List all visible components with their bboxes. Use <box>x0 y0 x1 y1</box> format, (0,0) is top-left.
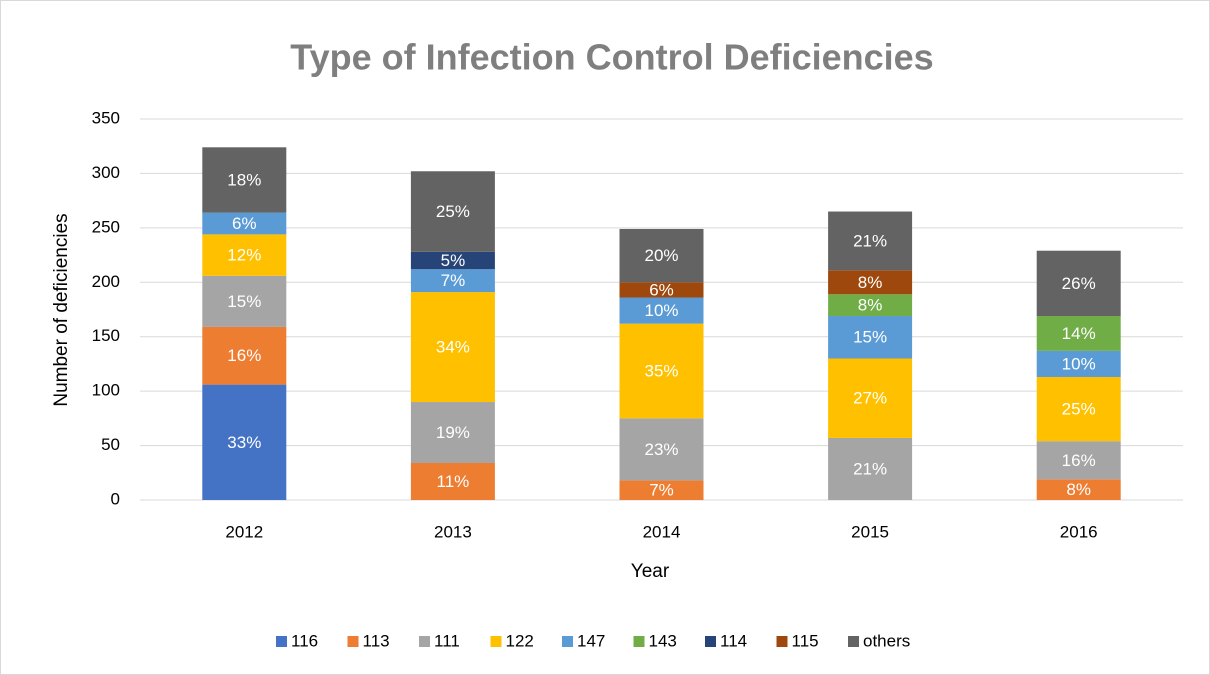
bar-segment <box>619 480 704 500</box>
bar-segment <box>619 228 704 283</box>
legend-label: 115 <box>792 631 819 650</box>
data-label: 26% <box>1062 274 1096 293</box>
bar-segment <box>828 437 913 500</box>
data-label: 8% <box>1066 480 1091 499</box>
data-label: 11% <box>437 472 470 491</box>
data-label: 7% <box>441 271 466 290</box>
data-label: 18% <box>227 170 261 189</box>
bar-segment <box>828 294 913 317</box>
y-tick-label: 150 <box>92 326 120 345</box>
data-label: 33% <box>227 433 261 452</box>
data-label: 6% <box>649 280 674 299</box>
data-label: 15% <box>853 328 887 347</box>
data-label: 15% <box>227 292 261 311</box>
bar-segment <box>410 251 495 270</box>
data-label: 5% <box>441 251 466 270</box>
bar-segment <box>410 462 495 500</box>
legend-label: 113 <box>363 631 390 650</box>
y-tick-label: 250 <box>92 217 120 236</box>
y-tick-label: 0 <box>111 489 120 508</box>
legend-swatch <box>490 636 502 647</box>
bar-segment <box>1036 441 1121 480</box>
data-label: 8% <box>858 273 883 292</box>
legend-label: 143 <box>649 631 677 650</box>
bar-segment <box>202 275 287 327</box>
data-label: 21% <box>853 231 887 250</box>
bar-segment <box>828 270 913 295</box>
bar-segment <box>619 282 704 298</box>
y-axis-label: Number of deficiencies <box>51 213 72 406</box>
data-label: 16% <box>227 346 261 365</box>
bar-segment <box>828 316 913 359</box>
data-label: 27% <box>853 389 887 408</box>
chart-title: Type of Infection Control Deficiencies <box>290 37 933 78</box>
bar-segment <box>1036 250 1121 317</box>
legend-label: 116 <box>291 631 318 650</box>
bar-segment <box>1036 479 1121 500</box>
data-label: 16% <box>1062 451 1096 470</box>
bar-segment <box>1036 316 1121 351</box>
bar-segment <box>619 418 704 481</box>
data-label: 8% <box>858 296 883 315</box>
bar-segment <box>619 297 704 324</box>
x-tick-label: 2016 <box>1060 522 1098 541</box>
legend-swatch <box>562 636 573 647</box>
data-label: 35% <box>644 361 678 380</box>
legend-swatch <box>705 636 716 647</box>
y-tick-label: 350 <box>92 108 120 127</box>
data-label: 25% <box>436 202 470 221</box>
legend-swatch <box>276 636 287 647</box>
legend-swatch <box>347 636 359 647</box>
data-label: 6% <box>232 214 257 233</box>
data-label: 7% <box>649 481 674 500</box>
data-label: 23% <box>644 440 678 459</box>
bar-segment <box>202 212 287 235</box>
y-tick-label: 300 <box>92 163 120 182</box>
legend-label: 111 <box>434 631 460 650</box>
legend-swatch <box>419 636 430 647</box>
bar-segment <box>202 147 287 213</box>
data-label: 25% <box>1062 400 1096 419</box>
x-axis-label: Year <box>631 561 670 582</box>
legend-swatch <box>633 636 645 647</box>
y-tick-label: 100 <box>92 381 120 400</box>
x-tick-label: 2013 <box>434 522 472 541</box>
data-label: 10% <box>1062 354 1096 373</box>
legend-label: 114 <box>720 631 747 650</box>
y-tick-label: 200 <box>92 272 120 291</box>
x-tick-label: 2015 <box>851 522 889 541</box>
bar-segment <box>828 358 913 438</box>
legend-label: others <box>863 631 910 650</box>
data-label: 34% <box>436 338 470 357</box>
data-label: 12% <box>227 246 261 265</box>
legend-label: 122 <box>506 631 534 650</box>
bar-segment <box>202 326 287 385</box>
bar-segment <box>1036 350 1121 377</box>
data-label: 14% <box>1062 324 1096 343</box>
bar-segment <box>410 269 495 293</box>
bar-segment <box>202 234 287 276</box>
legend-swatch <box>848 636 859 647</box>
bar-segment <box>1036 376 1121 442</box>
data-label: 19% <box>436 423 470 442</box>
data-label: 10% <box>644 301 678 320</box>
legend-label: 147 <box>577 631 605 650</box>
bar-segment <box>410 292 495 403</box>
x-tick-label: 2014 <box>643 522 681 541</box>
bar-segment <box>410 171 495 252</box>
bar-segment <box>619 323 704 419</box>
bar-segment <box>828 211 913 271</box>
data-label: 20% <box>644 246 678 265</box>
x-tick-label: 2012 <box>225 522 263 541</box>
data-label: 21% <box>853 459 887 478</box>
bar-segment <box>410 402 495 463</box>
y-tick-label: 50 <box>101 435 120 454</box>
bar-segment <box>202 384 287 500</box>
legend-swatch <box>776 636 788 647</box>
